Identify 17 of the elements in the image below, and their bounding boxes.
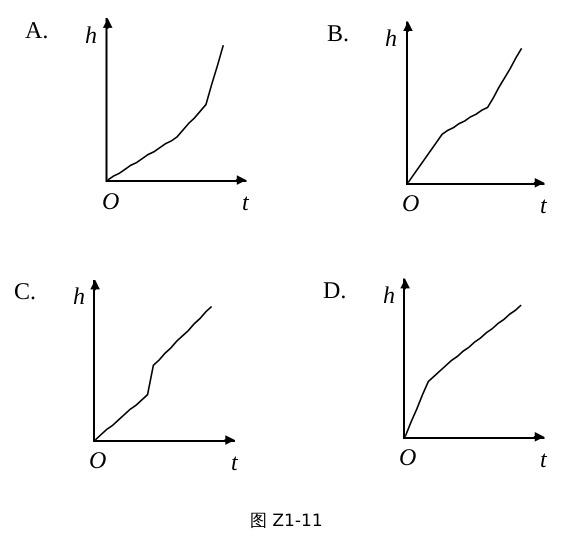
y-axis-title: h — [383, 283, 395, 309]
caption: 图 Z1-11 — [250, 511, 323, 531]
text: O — [89, 448, 106, 474]
text: O — [402, 191, 420, 217]
x-axis-title: t — [231, 450, 239, 476]
chart-title: B. — [327, 21, 350, 47]
text: O — [102, 189, 120, 215]
chart-title: D. — [323, 278, 346, 304]
x-axis-title: t — [540, 447, 548, 473]
y-axis-title: h — [85, 23, 97, 49]
chart-title: A. — [25, 18, 48, 44]
text: O — [399, 445, 416, 471]
chart-title: C. — [14, 279, 36, 305]
y-axis-title: h — [385, 26, 397, 52]
y-axis-title: h — [73, 284, 85, 310]
x-axis-title: t — [540, 193, 548, 219]
x-axis-title: t — [242, 190, 250, 216]
